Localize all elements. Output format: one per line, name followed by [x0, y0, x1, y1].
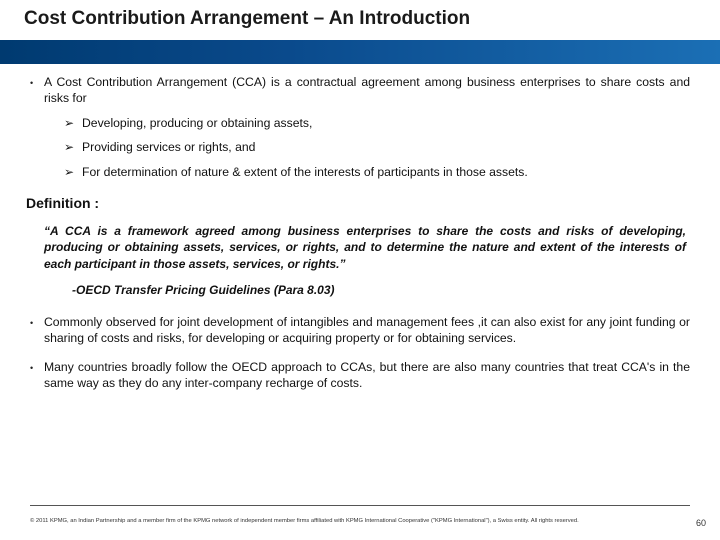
definition-heading: Definition : [26, 194, 690, 213]
sub-item-text: Developing, producing or obtaining asset… [82, 115, 690, 131]
arrow-icon: ➢ [64, 139, 82, 155]
arrow-icon: ➢ [64, 115, 82, 131]
lower-bullet: • Commonly observed for joint developmen… [30, 314, 690, 347]
bullet-dot-icon: • [30, 74, 44, 107]
intro-bullet: • A Cost Contribution Arrangement (CCA) … [30, 74, 690, 107]
bullet-dot-icon: • [30, 314, 44, 347]
lower-bullets: • Commonly observed for joint developmen… [30, 314, 690, 392]
footer-copyright: © 2011 KPMG, an Indian Partnership and a… [30, 518, 660, 524]
sub-item-text: Providing services or rights, and [82, 139, 690, 155]
lower-bullet: • Many countries broadly follow the OECD… [30, 359, 690, 392]
lower-bullet-text: Commonly observed for joint development … [44, 314, 690, 347]
footer-rule [30, 505, 690, 506]
slide-body: • A Cost Contribution Arrangement (CCA) … [30, 74, 690, 404]
slide: Cost Contribution Arrangement – An Intro… [0, 0, 720, 540]
bullet-dot-icon: • [30, 359, 44, 392]
sub-item-text: For determination of nature & extent of … [82, 164, 690, 180]
definition-attribution: -OECD Transfer Pricing Guidelines (Para … [72, 282, 690, 298]
sub-item: ➢ Developing, producing or obtaining ass… [64, 115, 690, 131]
lower-bullet-text: Many countries broadly follow the OECD a… [44, 359, 690, 392]
page-number: 60 [696, 518, 706, 528]
sub-list: ➢ Developing, producing or obtaining ass… [64, 115, 690, 180]
arrow-icon: ➢ [64, 164, 82, 180]
sub-item: ➢ For determination of nature & extent o… [64, 164, 690, 180]
sub-item: ➢ Providing services or rights, and [64, 139, 690, 155]
page-title: Cost Contribution Arrangement – An Intro… [24, 8, 470, 30]
intro-text: A Cost Contribution Arrangement (CCA) is… [44, 74, 690, 107]
title-blue-band [0, 40, 720, 64]
title-bar: Cost Contribution Arrangement – An Intro… [0, 0, 720, 62]
definition-quote: “A CCA is a framework agreed among busin… [44, 223, 686, 272]
